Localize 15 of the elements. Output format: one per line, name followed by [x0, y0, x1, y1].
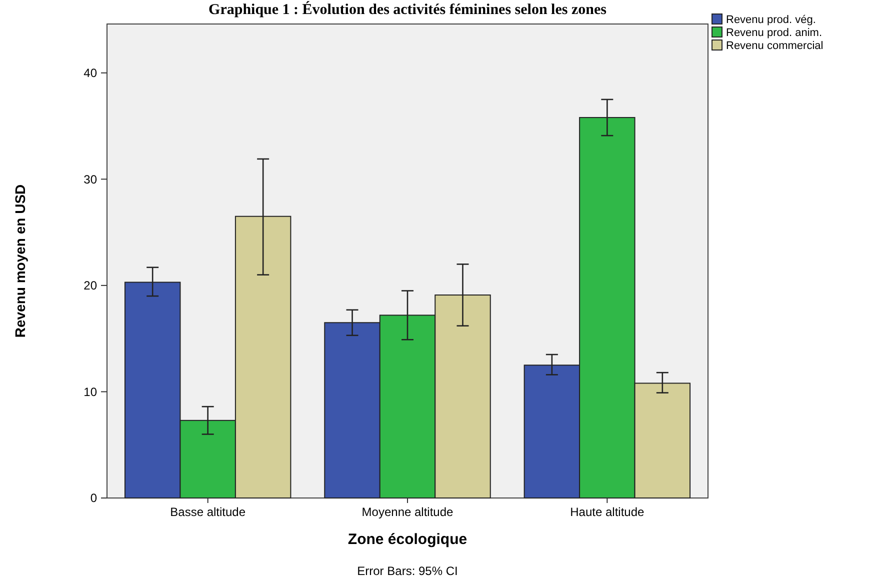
x-tick-label: Basse altitude	[170, 505, 246, 519]
x-tick-label: Haute altitude	[570, 505, 645, 519]
legend-label: Revenu prod. anim.	[726, 27, 822, 39]
y-tick-label: 30	[84, 172, 98, 186]
x-tick-label: Moyenne altitude	[362, 505, 454, 519]
y-tick-label: 10	[84, 384, 98, 399]
y-tick-label: 0	[90, 491, 98, 506]
y-axis-title: Revenu moyen en USD	[12, 184, 28, 338]
y-tick-label: 20	[84, 278, 98, 293]
chart-title: Graphique 1 : Évolution des activités féminines selon les zones	[208, 1, 607, 18]
x-axis-title: Zone écologique	[348, 531, 468, 548]
legend-label: Revenu prod. vég.	[726, 14, 816, 26]
y-tick-label: 40	[84, 66, 98, 80]
legend-label: Revenu commercial	[726, 40, 824, 52]
text: Error Bars: 95% CI	[357, 564, 458, 578]
